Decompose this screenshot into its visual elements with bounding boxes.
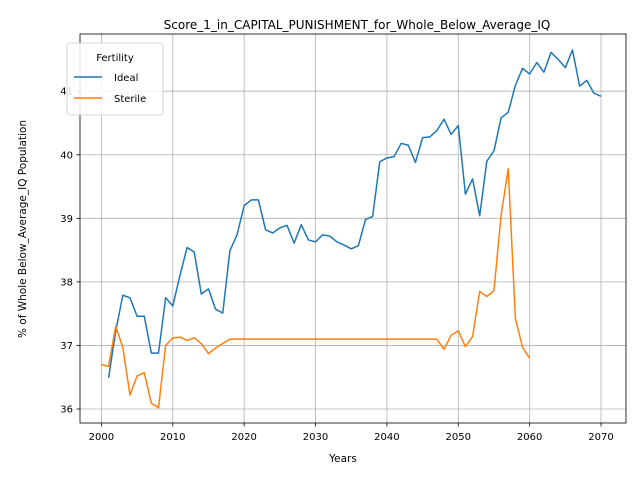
chart-title: Score_1_in_CAPITAL_PUNISHMENT_for_Whole_… [164, 18, 551, 32]
legend-label-sterile: Sterile [114, 94, 146, 105]
y-axis-label: % of Whole Below_Average_IQ Population [17, 120, 29, 338]
y-tick-label: 36 [60, 405, 73, 416]
x-tick-label: 2010 [160, 432, 185, 443]
plot-area-frame [79, 33, 627, 424]
legend-title: Fertility [96, 53, 134, 64]
x-tick-label: 2040 [374, 432, 399, 443]
x-tick-label: 2020 [231, 432, 256, 443]
y-tick-label: 38 [60, 277, 73, 288]
x-tick-label: 2030 [303, 432, 328, 443]
legend-label-ideal: Ideal [114, 73, 138, 84]
series-layer [101, 49, 602, 409]
y-tick-label: 39 [60, 214, 73, 225]
x-tick-label: 2050 [446, 432, 471, 443]
y-tick-label: 37 [60, 341, 73, 352]
x-tick-label: 2070 [588, 432, 613, 443]
y-tick-label: 40 [60, 150, 73, 161]
x-axis-label: Years [328, 453, 357, 465]
legend-box [66, 42, 164, 116]
grid [80, 34, 626, 423]
x-axis-ticks: 2000 2010 2020 2030 2040 2050 2060 2070 [89, 423, 614, 443]
legend: Fertility Ideal Sterile [66, 42, 164, 116]
series-line-ideal [107, 49, 602, 378]
series-line-sterile [101, 168, 531, 409]
x-tick-label: 2060 [517, 432, 542, 443]
x-tick-label: 2000 [89, 432, 114, 443]
